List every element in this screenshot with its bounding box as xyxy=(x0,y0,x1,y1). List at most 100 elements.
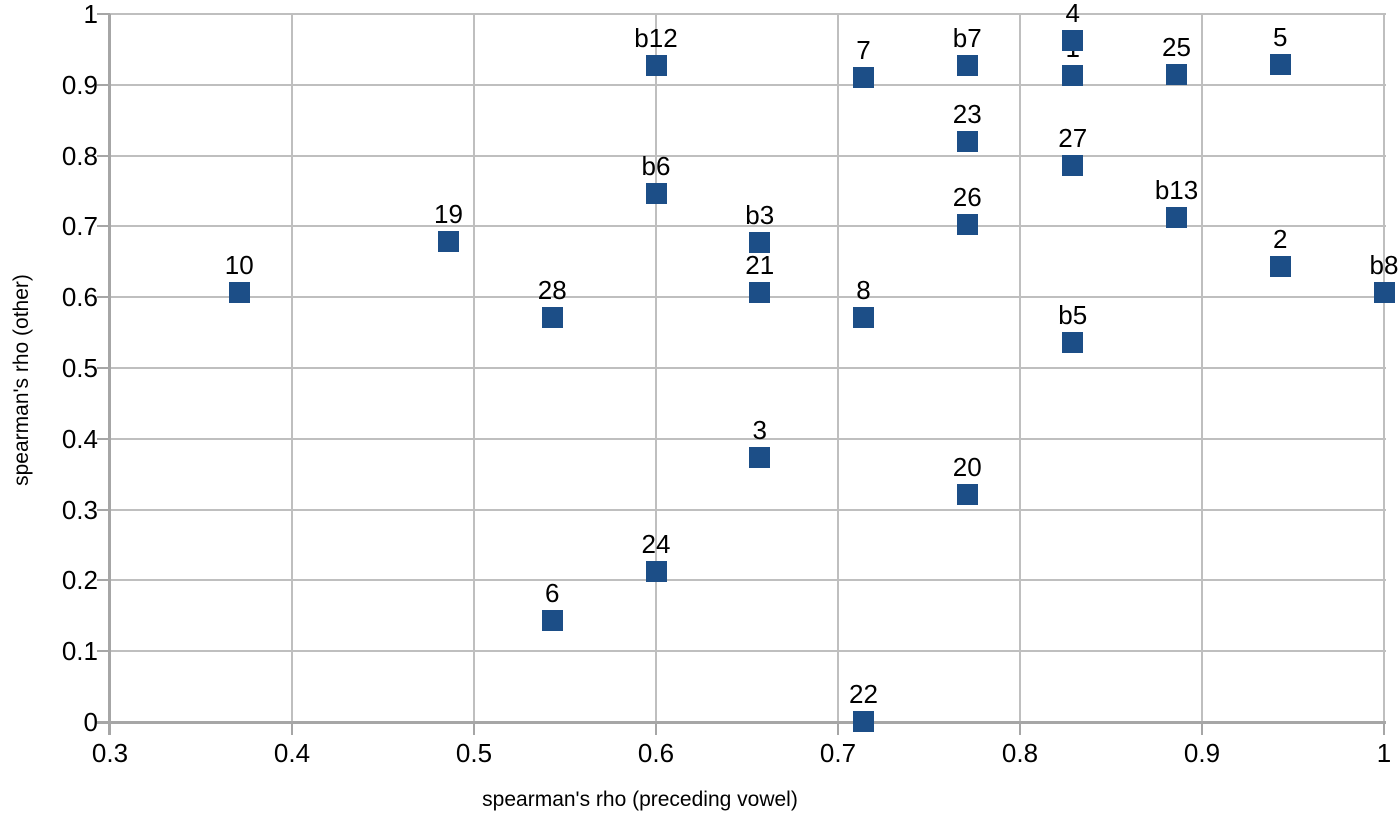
data-point-label: 26 xyxy=(952,182,982,213)
data-point-label: b13 xyxy=(1154,174,1199,205)
y-tick-mark xyxy=(97,296,110,299)
data-point-label: 28 xyxy=(537,274,567,305)
y-tick-label: 0.8 xyxy=(61,140,98,171)
data-point-marker xyxy=(852,66,874,88)
x-tick-label: 0.6 xyxy=(637,738,675,768)
y-tick-label: 0.2 xyxy=(61,565,98,596)
data-point-marker xyxy=(1166,206,1188,228)
y-tick-mark xyxy=(97,13,110,15)
data-point-label: 22 xyxy=(849,678,878,709)
data-point-marker xyxy=(1269,54,1291,76)
h-gridline xyxy=(110,83,1386,86)
data-point-marker xyxy=(438,230,460,252)
data-point-marker xyxy=(852,710,874,732)
x-tick-label: 0.7 xyxy=(819,738,857,768)
x-axis-line xyxy=(97,721,1386,724)
y-tick-label: 0.4 xyxy=(61,423,98,454)
data-point-marker xyxy=(749,232,771,254)
y-axis-line xyxy=(108,14,111,735)
data-point-label: b3 xyxy=(745,200,775,231)
data-point-label: 7 xyxy=(856,34,871,65)
y-tick-mark xyxy=(97,650,110,653)
x-tick-label: 0.4 xyxy=(273,738,311,768)
data-point-marker xyxy=(541,306,563,328)
data-point-label: 8 xyxy=(856,275,871,306)
h-gridline xyxy=(110,13,1386,15)
v-gridline xyxy=(291,14,293,722)
data-point-marker xyxy=(956,214,978,236)
h-gridline xyxy=(110,225,1386,228)
data-point-label: 3 xyxy=(752,414,767,445)
data-point-marker xyxy=(645,560,667,582)
data-point-marker xyxy=(956,130,978,152)
y-tick-mark xyxy=(97,225,110,228)
y-tick-mark xyxy=(97,83,110,86)
y-tick-label: 0 xyxy=(83,707,98,737)
x-tick-mark xyxy=(291,722,293,735)
data-point-label: 6 xyxy=(545,577,560,608)
data-point-marker xyxy=(956,484,978,506)
v-gridline xyxy=(1383,14,1385,722)
x-tick-mark xyxy=(655,722,657,735)
v-gridline xyxy=(655,14,657,722)
data-point-label: 4 xyxy=(1065,0,1080,28)
x-tick-mark xyxy=(1383,722,1385,735)
data-point-marker xyxy=(852,307,874,329)
v-gridline xyxy=(1201,14,1203,722)
y-tick-mark xyxy=(97,579,110,582)
y-tick-label: 0.6 xyxy=(61,282,98,313)
data-point-label: 27 xyxy=(1058,123,1088,154)
x-axis-title: spearman's rho (preceding vowel) xyxy=(482,788,798,811)
h-gridline xyxy=(110,296,1386,299)
v-gridline xyxy=(1019,14,1021,722)
data-point-label: 20 xyxy=(952,452,982,483)
x-tick-mark xyxy=(1201,722,1203,735)
data-point-label: 2 xyxy=(1273,224,1288,255)
h-gridline xyxy=(110,437,1386,440)
h-gridline xyxy=(110,650,1386,653)
data-point-label: b7 xyxy=(952,23,982,54)
x-tick-label: 0.9 xyxy=(1183,738,1221,768)
x-tick-label: 1 xyxy=(1376,738,1392,768)
x-tick-label: 0.5 xyxy=(455,738,493,768)
y-axis-title: spearman's rho (other) xyxy=(10,274,33,486)
data-point-label: 10 xyxy=(224,250,254,281)
data-point-label: 5 xyxy=(1273,22,1288,53)
data-point-label: 24 xyxy=(641,528,671,559)
data-point-marker xyxy=(749,282,771,304)
data-point-marker xyxy=(645,55,667,77)
x-tick-label: 0.8 xyxy=(1001,738,1039,768)
data-point-marker xyxy=(1062,155,1084,176)
y-tick-label: 0.1 xyxy=(61,636,98,667)
h-gridline xyxy=(110,154,1386,157)
data-point-marker xyxy=(228,282,250,304)
x-tick-mark xyxy=(1019,722,1021,735)
y-tick-mark xyxy=(97,154,110,157)
x-tick-mark xyxy=(837,722,839,735)
y-tick-label: 0.7 xyxy=(61,211,98,242)
data-point-marker xyxy=(1062,29,1084,51)
data-point-marker xyxy=(1062,65,1084,87)
data-point-label: b12 xyxy=(634,23,678,54)
data-point-label: 21 xyxy=(745,250,775,281)
data-point-marker xyxy=(1269,256,1291,278)
data-point-marker xyxy=(645,182,667,204)
y-tick-label: 0.3 xyxy=(61,494,98,525)
data-point-marker xyxy=(541,609,563,631)
h-gridline xyxy=(110,367,1386,369)
data-point-label: 19 xyxy=(434,198,463,229)
data-point-label: b5 xyxy=(1058,300,1088,331)
data-point-marker xyxy=(749,446,771,468)
x-tick-mark xyxy=(473,722,475,735)
data-point-label: 25 xyxy=(1162,31,1191,62)
v-gridline xyxy=(837,14,839,722)
data-point-marker xyxy=(956,55,978,77)
data-point-marker xyxy=(1166,63,1188,85)
data-point-label: 23 xyxy=(952,98,982,129)
data-point-label: b8 xyxy=(1369,250,1399,281)
y-tick-label: 0.9 xyxy=(61,69,98,100)
y-tick-label: 0.5 xyxy=(61,353,98,383)
x-tick-label: 0.3 xyxy=(91,738,129,768)
y-tick-mark xyxy=(97,367,110,369)
